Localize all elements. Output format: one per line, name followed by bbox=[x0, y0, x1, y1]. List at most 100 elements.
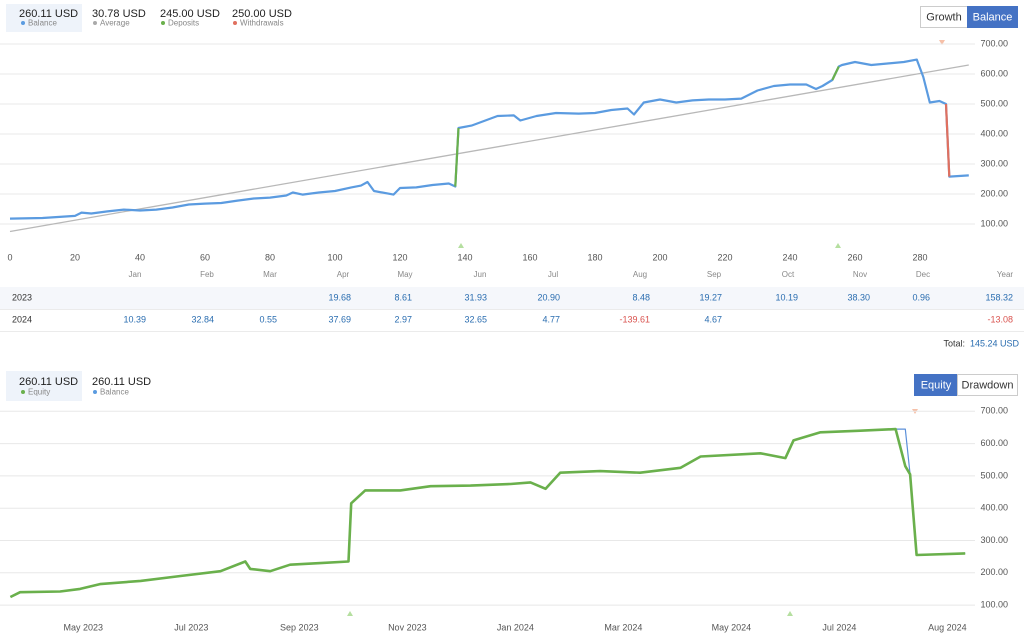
column-header: Sep bbox=[707, 270, 722, 279]
series-line bbox=[944, 103, 951, 177]
card-active-bg bbox=[6, 371, 82, 401]
button-bg bbox=[967, 6, 1018, 28]
card[interactable]: 260.11 USD Equity bbox=[19, 376, 78, 397]
card-label: Balance bbox=[100, 388, 129, 397]
deposit-marker bbox=[458, 243, 464, 248]
column-header: Oct bbox=[782, 270, 795, 279]
button[interactable]: Balance bbox=[967, 6, 1018, 28]
button-label: Growth bbox=[926, 11, 961, 23]
button[interactable]: Drawdown bbox=[957, 374, 1018, 396]
x-tick-label: 80 bbox=[265, 252, 275, 262]
card[interactable]: 30.78 USD Average bbox=[92, 8, 146, 28]
x-tick-label: 200 bbox=[652, 252, 667, 262]
return-cell: 4.77 bbox=[542, 314, 560, 324]
return-cell: 32.84 bbox=[191, 314, 214, 324]
card[interactable]: 260.11 USD Balance bbox=[92, 376, 151, 397]
row-year: 2024 bbox=[12, 314, 32, 324]
card-dot bbox=[21, 21, 25, 25]
return-cell: 8.48 bbox=[632, 292, 650, 302]
x-tick-label: 180 bbox=[587, 252, 602, 262]
button-label: Balance bbox=[973, 11, 1013, 23]
y-tick-label: 400.00 bbox=[980, 128, 1008, 138]
x-tick-label: 140 bbox=[457, 252, 472, 262]
return-cell: 20.90 bbox=[537, 292, 560, 302]
return-cell: 37.69 bbox=[328, 314, 351, 324]
column-header: May bbox=[397, 270, 412, 279]
y-tick-label: 200.00 bbox=[980, 567, 1008, 577]
card-dot bbox=[161, 21, 165, 25]
card[interactable]: 260.11 USD Balance bbox=[19, 8, 78, 28]
card-dot bbox=[93, 21, 97, 25]
deposit-marker bbox=[347, 611, 353, 616]
button[interactable]: Equity bbox=[914, 374, 958, 396]
row-year: 2023 bbox=[12, 292, 32, 302]
card-value: 30.78 USD bbox=[92, 8, 146, 20]
y-tick-label: 600.00 bbox=[980, 438, 1008, 448]
x-tick-label: 120 bbox=[392, 252, 407, 262]
series-line bbox=[10, 428, 966, 598]
card[interactable]: 250.00 USD Withdrawals bbox=[232, 8, 292, 28]
column-header: Jan bbox=[129, 270, 142, 279]
y-tick-label: 400.00 bbox=[980, 503, 1008, 513]
y-tick-label: 600.00 bbox=[980, 68, 1008, 78]
series-line bbox=[454, 66, 840, 187]
column-header: Jun bbox=[474, 270, 487, 279]
x-tick-label: May 2023 bbox=[64, 622, 104, 632]
return-cell: 0.55 bbox=[259, 314, 277, 324]
x-tick-label: Jul 2024 bbox=[822, 622, 856, 632]
total-value: 145.24 USD bbox=[970, 338, 1020, 348]
return-cell: 158.32 bbox=[985, 292, 1013, 302]
chart: 100.00 200.00 300.00 400.00 500.00 600.00 700.… bbox=[0, 38, 1008, 262]
x-tick-label: Sep 2023 bbox=[280, 622, 319, 632]
total-label: Total: bbox=[943, 338, 965, 348]
button-label: Equity bbox=[921, 379, 952, 391]
card-value: 260.11 USD bbox=[19, 376, 78, 388]
x-tick-label: Aug 2024 bbox=[928, 622, 967, 632]
card-dot bbox=[233, 21, 237, 25]
return-cell: 31.93 bbox=[464, 292, 487, 302]
return-cell: 2.97 bbox=[394, 314, 412, 324]
card-value: 260.11 USD bbox=[92, 376, 151, 388]
return-cell: 19.68 bbox=[328, 292, 351, 302]
y-tick-label: 300.00 bbox=[980, 158, 1008, 168]
card-label: Withdrawals bbox=[240, 19, 284, 28]
y-tick-label: 100.00 bbox=[980, 218, 1008, 228]
column-header: Aug bbox=[633, 270, 647, 279]
return-cell: 32.65 bbox=[464, 314, 487, 324]
button-label: Drawdown bbox=[962, 379, 1014, 391]
column-header: Apr bbox=[337, 270, 350, 279]
x-tick-label: Nov 2023 bbox=[388, 622, 427, 632]
x-tick-label: 220 bbox=[717, 252, 732, 262]
x-tick-label: 40 bbox=[135, 252, 145, 262]
x-tick-label: 100 bbox=[327, 252, 342, 262]
row-bg bbox=[0, 287, 1024, 309]
x-tick-label: Jul 2023 bbox=[174, 622, 208, 632]
return-cell: 19.27 bbox=[699, 292, 722, 302]
y-tick-label: 300.00 bbox=[980, 535, 1008, 545]
card-value: 260.11 USD bbox=[19, 8, 78, 20]
return-cell: 10.39 bbox=[123, 314, 146, 324]
series-line bbox=[9, 58, 969, 220]
y-tick-label: 500.00 bbox=[980, 98, 1008, 108]
return-cell: 8.61 bbox=[394, 292, 412, 302]
column-header: Mar bbox=[263, 270, 277, 279]
y-tick-label: 700.00 bbox=[980, 38, 1008, 48]
card[interactable]: 245.00 USD Deposits bbox=[160, 8, 220, 28]
withdrawal-marker bbox=[939, 40, 945, 45]
return-cell: 0.96 bbox=[912, 292, 930, 302]
card-dot bbox=[93, 390, 97, 394]
card-value: 250.00 USD bbox=[232, 8, 292, 20]
card-value: 245.00 USD bbox=[160, 8, 220, 20]
y-tick-label: 200.00 bbox=[980, 188, 1008, 198]
column-header: Feb bbox=[200, 270, 214, 279]
return-cell: 38.30 bbox=[847, 292, 870, 302]
x-tick-label: 280 bbox=[912, 252, 927, 262]
x-tick-label: 240 bbox=[782, 252, 797, 262]
x-tick-label: 60 bbox=[200, 252, 210, 262]
button[interactable]: Growth bbox=[920, 6, 968, 28]
card-label: Average bbox=[100, 19, 130, 28]
column-header: Jul bbox=[548, 270, 558, 279]
column-header: Year bbox=[997, 270, 1014, 279]
series-line bbox=[9, 64, 969, 233]
